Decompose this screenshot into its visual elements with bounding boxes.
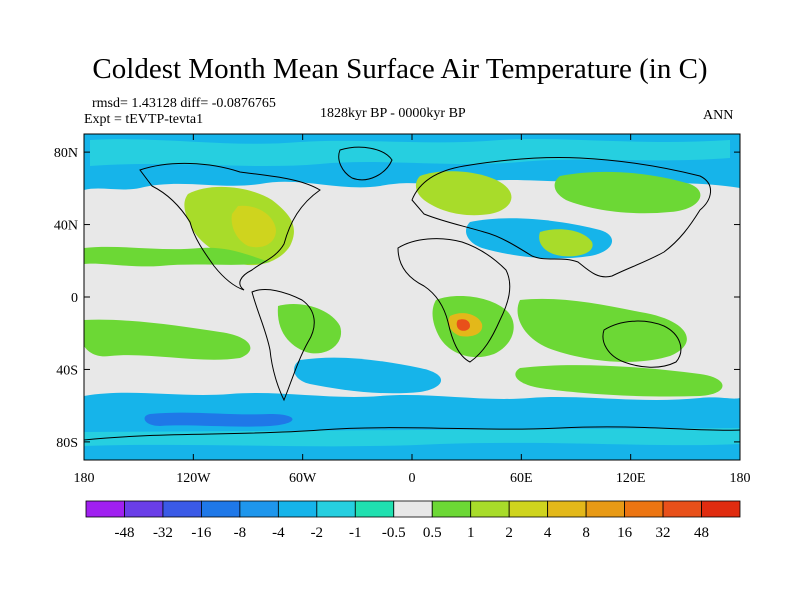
southern-cold-patch: [294, 357, 442, 394]
colorbar-swatch: [585, 500, 625, 518]
season-annotation: ANN: [703, 108, 734, 123]
x-tick-label: 180: [730, 471, 751, 486]
colorbar-swatch: [277, 500, 318, 518]
indian-ocean-anomaly: [517, 298, 687, 362]
colorbar-label: 2: [505, 525, 513, 541]
colorbar-label: 1: [467, 525, 475, 541]
period-annotation: 1828kyr BP - 0000kyr BP: [320, 106, 466, 121]
x-tick-label: 60W: [289, 471, 317, 486]
colorbar-swatch: [470, 500, 510, 518]
axes: 180 120W 60W 0 60E 120E 180 80N 40N 0 40S 80S: [54, 134, 751, 486]
colorbar-swatch: [201, 500, 241, 518]
colorbar-swatch: [547, 500, 587, 518]
colorbar-label: -2: [311, 525, 324, 541]
y-tick-label: 40N: [54, 219, 78, 234]
colorbar-swatch: [624, 500, 664, 518]
colorbar-label: -16: [191, 525, 211, 541]
colorbar-swatch: [162, 500, 202, 518]
x-tick-label: 180: [74, 471, 95, 486]
colorbar-label: -8: [234, 525, 247, 541]
y-tick-label: 80N: [54, 146, 78, 161]
coastline-north-america: [139, 162, 321, 291]
chart-title: Coldest Month Mean Surface Air Temperatu…: [92, 53, 708, 85]
colorbar-label: -0.5: [382, 525, 406, 541]
x-tick-label: 0: [409, 471, 416, 486]
colorbar-label: -48: [114, 525, 134, 541]
colorbar-label: 16: [617, 525, 633, 541]
south-pacific-band: [84, 319, 251, 360]
colorbar-swatch: [508, 500, 549, 518]
colorbar-swatch: [354, 500, 395, 518]
colorbar-swatch: [124, 500, 164, 518]
colorbar: -48 -32 -16 -8 -4 -2 -1 -0.5 0.5 1 2 4 8 16 32 48: [85, 500, 741, 541]
colorbar-label: 8: [582, 525, 590, 541]
coastline-greenland: [338, 146, 393, 181]
coastline-south-america: [251, 289, 315, 402]
colorbar-label: 48: [694, 525, 709, 541]
x-tick-label: 120W: [176, 471, 211, 486]
x-tick-label: 120E: [616, 471, 646, 486]
europe-anomaly: [415, 171, 512, 216]
y-tick-label: 0: [71, 291, 78, 306]
tibet-anomaly: [539, 229, 593, 257]
stats-annotation: rmsd= 1.43128 diff= -0.0876765: [92, 96, 276, 111]
africa-hot-spot: [456, 319, 470, 331]
antarctica-interior: [84, 442, 740, 460]
colorbar-swatch: [239, 500, 279, 518]
x-tick-label: 60E: [510, 471, 533, 486]
north-america-core: [231, 205, 276, 248]
colorbar-label: 0.5: [423, 525, 442, 541]
coastline-africa: [397, 238, 511, 363]
y-tick-label: 80S: [56, 436, 78, 451]
siberia-anomaly: [554, 171, 701, 214]
y-tick-label: 40S: [56, 363, 78, 378]
colorbar-swatch: [701, 500, 741, 518]
colorbar-swatch: [85, 500, 125, 518]
colorbar-swatch: [393, 500, 433, 518]
south-atlantic-band: [515, 365, 723, 397]
colorbar-label: 4: [544, 525, 552, 541]
colorbar-label: 32: [656, 525, 671, 541]
coastline-eurasia: [411, 156, 711, 278]
tropical-band-north: [84, 246, 270, 267]
colorbar-label: -4: [272, 525, 285, 541]
coastline-australia: [602, 320, 682, 368]
map-plot-area: [84, 134, 740, 460]
experiment-annotation: Expt = tEVTP-tevta1: [84, 112, 204, 127]
colorbar-swatch: [316, 500, 356, 518]
arctic-patch: [90, 139, 730, 166]
coastlines: [84, 146, 740, 441]
southern-ocean-deep: [144, 412, 293, 427]
colorbar-swatch: [662, 500, 702, 518]
colorbar-swatch: [431, 500, 472, 518]
colorbar-label: -1: [349, 525, 362, 541]
south-america-anomaly: [277, 304, 342, 354]
coastline-antarctica: [84, 426, 740, 441]
colorbar-label: -32: [153, 525, 173, 541]
